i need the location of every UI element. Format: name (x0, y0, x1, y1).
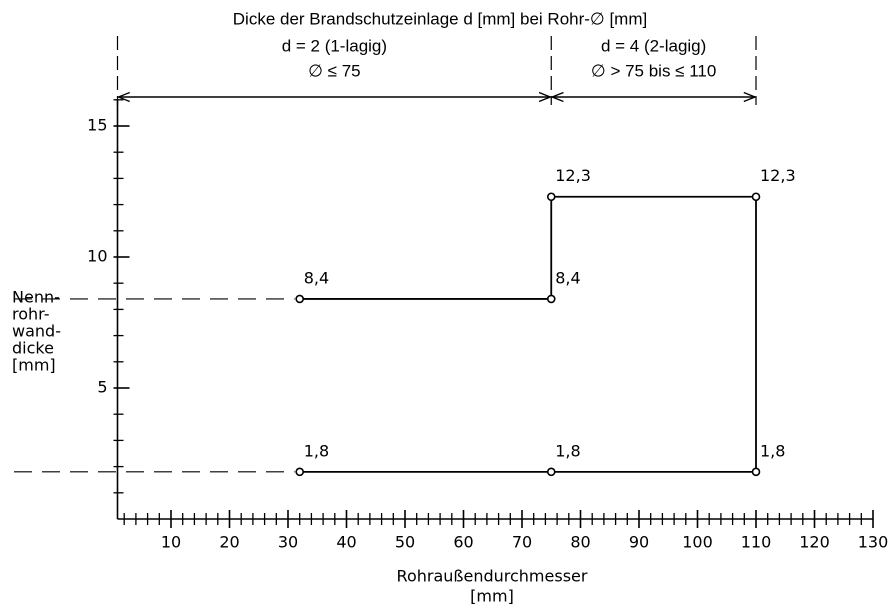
x-tick-label: 20 (219, 533, 239, 552)
range-label: ∅ > 75 bis ≤ 110 (591, 61, 716, 80)
x-tick-label: 90 (629, 533, 649, 552)
y-axis-label: dicke (12, 339, 54, 358)
data-line (299, 195, 757, 473)
data-point (295, 467, 305, 477)
y-axis-label: wand- (12, 322, 61, 341)
data-label: 1,8 (760, 441, 785, 460)
x-tick-label: 30 (278, 533, 298, 552)
x-tick-label: 60 (453, 533, 473, 552)
x-tick-label: 100 (682, 533, 713, 552)
y-axis-label: rohr- (12, 305, 49, 324)
x-tick-label: 130 (858, 533, 889, 552)
y-tick-label: 10 (87, 247, 107, 266)
y-axis-label: Nenn- (12, 288, 60, 307)
x-tick-label: 40 (336, 533, 356, 552)
data-point (546, 467, 556, 477)
data-point (546, 192, 556, 202)
data-point (751, 467, 761, 477)
y-axis-label: [mm] (12, 356, 56, 375)
range-label: d = 4 (2-lagig) (601, 36, 706, 55)
data-label: 1,8 (555, 441, 580, 460)
data-point (546, 294, 556, 304)
y-tick-label: 5 (97, 378, 107, 397)
x-tick-label: 120 (799, 533, 830, 552)
x-tick-label: 10 (161, 533, 181, 552)
x-tick-label: 50 (395, 533, 415, 552)
range-label: d = 2 (1-lagig) (282, 36, 387, 55)
data-label: 1,8 (304, 441, 329, 460)
x-axis-label: [mm] (470, 587, 514, 604)
y-tick-label: 15 (87, 116, 107, 135)
data-label: 12,3 (760, 166, 796, 185)
chart-title: Dicke der Brandschutzeinlage d [mm] bei … (233, 9, 647, 28)
x-tick-label: 80 (570, 533, 590, 552)
x-tick-label: 70 (512, 533, 532, 552)
data-label: 8,4 (555, 268, 580, 287)
x-axis-label: Rohraußendurchmesser (397, 567, 588, 586)
data-point (751, 192, 761, 202)
data-point (295, 294, 305, 304)
data-label: 12,3 (555, 166, 591, 185)
x-tick-label: 110 (741, 533, 772, 552)
range-label: ∅ ≤ 75 (308, 61, 361, 80)
data-label: 8,4 (304, 268, 329, 287)
